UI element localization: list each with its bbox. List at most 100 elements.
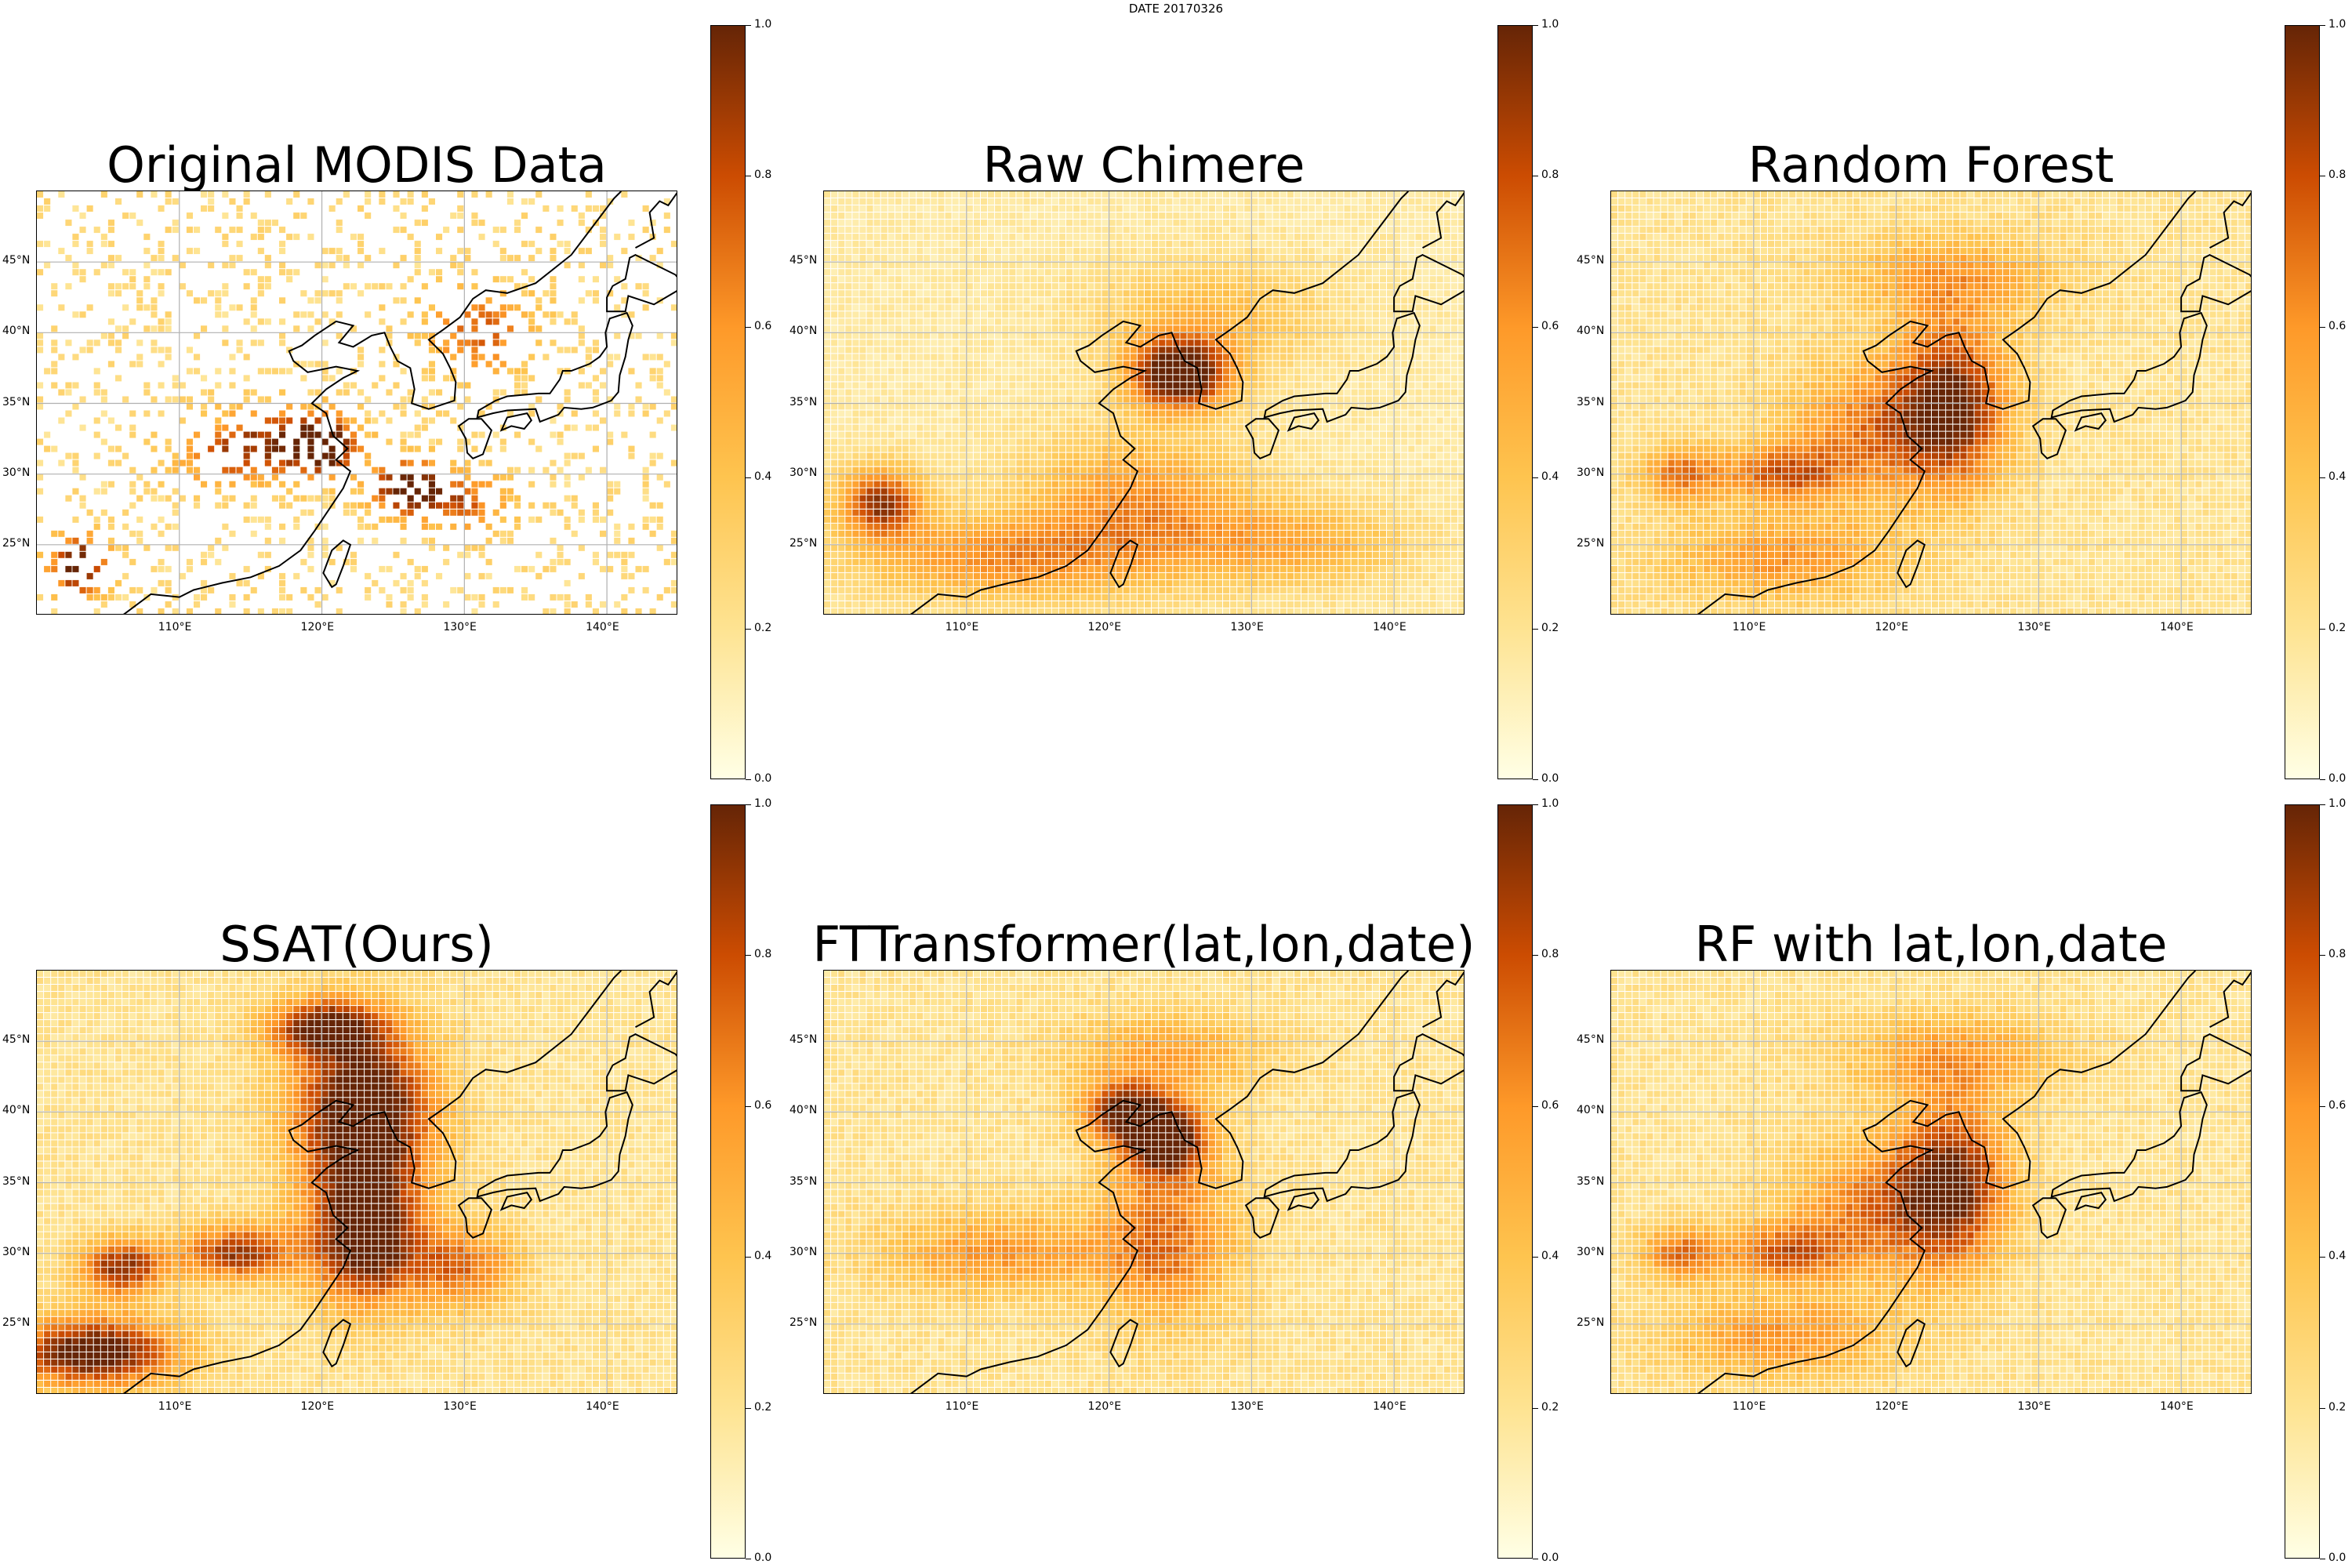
heatmap-cell	[831, 403, 838, 410]
heatmap-cell	[457, 551, 464, 558]
heatmap-cell	[895, 417, 902, 424]
heatmap-cell	[478, 339, 485, 347]
heatmap-cell	[58, 459, 65, 466]
heatmap-cell	[1201, 459, 1208, 466]
heatmap-cell	[1051, 354, 1058, 361]
heatmap-cell	[838, 509, 845, 516]
heatmap-cell	[1230, 586, 1237, 593]
heatmap-cell	[1173, 558, 1180, 565]
heatmap-cell	[471, 481, 478, 488]
heatmap-cell	[186, 445, 193, 452]
heatmap-cell	[1166, 297, 1173, 304]
heatmap-cell	[100, 488, 107, 495]
heatmap-cell	[831, 241, 838, 248]
heatmap-cell	[952, 608, 959, 614]
heatmap-cell	[1080, 466, 1087, 474]
heatmap-cell	[852, 332, 859, 339]
heatmap-cell	[1159, 502, 1166, 509]
heatmap-cell	[916, 579, 924, 586]
heatmap-cell	[1066, 586, 1073, 593]
heatmap-cell	[492, 396, 499, 403]
heatmap-cell	[902, 318, 909, 325]
heatmap-cell	[407, 311, 414, 318]
heatmap-cell	[1009, 530, 1016, 537]
heatmap-cell	[550, 565, 557, 572]
heatmap-cell	[959, 255, 966, 262]
heatmap-cell	[959, 368, 966, 375]
heatmap-cell	[93, 565, 100, 572]
heatmap-cell	[902, 255, 909, 262]
heatmap-cell	[1002, 488, 1009, 495]
heatmap-cell	[1180, 375, 1187, 382]
heatmap-cell	[436, 502, 443, 509]
heatmap-cell	[1194, 481, 1201, 488]
heatmap-cell	[1051, 403, 1058, 410]
heatmap-cell	[165, 565, 172, 572]
heatmap-cell	[607, 495, 614, 502]
heatmap-cell	[93, 593, 100, 601]
heatmap-cell	[1130, 601, 1137, 608]
heatmap-cell	[350, 431, 357, 438]
heatmap-cell	[343, 438, 350, 445]
heatmap-cell	[1058, 601, 1065, 608]
heatmap-cell	[1159, 579, 1166, 586]
heatmap-cell	[1009, 382, 1016, 389]
heatmap-cell	[1123, 205, 1130, 212]
heatmap-cell	[995, 354, 1002, 361]
heatmap-cell	[414, 220, 421, 227]
heatmap-cell	[642, 565, 649, 572]
heatmap-cell	[909, 262, 916, 269]
heatmap-cell	[838, 290, 845, 297]
heatmap-cell	[966, 445, 973, 452]
heatmap-cell	[959, 191, 966, 198]
heatmap-cell	[1130, 248, 1137, 255]
heatmap-cell	[852, 509, 859, 516]
heatmap-cell	[1080, 339, 1087, 347]
heatmap-cell	[973, 325, 980, 332]
heatmap-cell	[1051, 459, 1058, 466]
heatmap-cell	[1002, 227, 1009, 234]
heatmap-cell	[1102, 297, 1109, 304]
heatmap-cell	[499, 227, 506, 234]
heatmap-cell	[1109, 502, 1116, 509]
heatmap-cell	[924, 248, 931, 255]
heatmap-cell	[852, 382, 859, 389]
heatmap-cell	[1009, 304, 1016, 311]
heatmap-cell	[1109, 474, 1116, 481]
heatmap-cell	[1030, 445, 1037, 452]
heatmap-cell	[995, 318, 1002, 325]
heatmap-cell	[1137, 481, 1144, 488]
heatmap-cell	[1109, 368, 1116, 375]
heatmap-cell	[945, 516, 952, 523]
heatmap-cell	[1058, 354, 1065, 361]
heatmap-cell	[358, 205, 365, 212]
heatmap-cell	[1166, 227, 1173, 234]
heatmap-cell	[365, 191, 372, 198]
heatmap-cell	[1116, 438, 1123, 445]
heatmap-cell	[959, 269, 966, 276]
heatmap-cell	[607, 198, 614, 205]
heatmap-cell	[988, 241, 995, 248]
heatmap-cell	[838, 572, 845, 579]
heatmap-cell	[1230, 389, 1237, 396]
heatmap-cell	[873, 565, 880, 572]
heatmap-cell	[564, 516, 571, 523]
heatmap-cell	[981, 283, 988, 290]
heatmap-cell	[1130, 191, 1137, 198]
heatmap-cell	[1016, 537, 1023, 544]
heatmap-cell	[1009, 347, 1016, 354]
heatmap-cell	[831, 347, 838, 354]
heatmap-cell	[1023, 608, 1030, 614]
heatmap-cell	[172, 523, 179, 530]
heatmap-cell	[1058, 431, 1065, 438]
heatmap-cell	[350, 488, 357, 495]
heatmap-cell	[450, 509, 457, 516]
heatmap-cell	[1208, 375, 1215, 382]
heatmap-cell	[1037, 459, 1044, 466]
heatmap-cell	[1037, 389, 1044, 396]
heatmap-cell	[852, 234, 859, 241]
heatmap-cell	[924, 368, 931, 375]
heatmap-cell	[1166, 354, 1173, 361]
heatmap-cell	[1215, 389, 1222, 396]
heatmap-cell	[838, 361, 845, 368]
